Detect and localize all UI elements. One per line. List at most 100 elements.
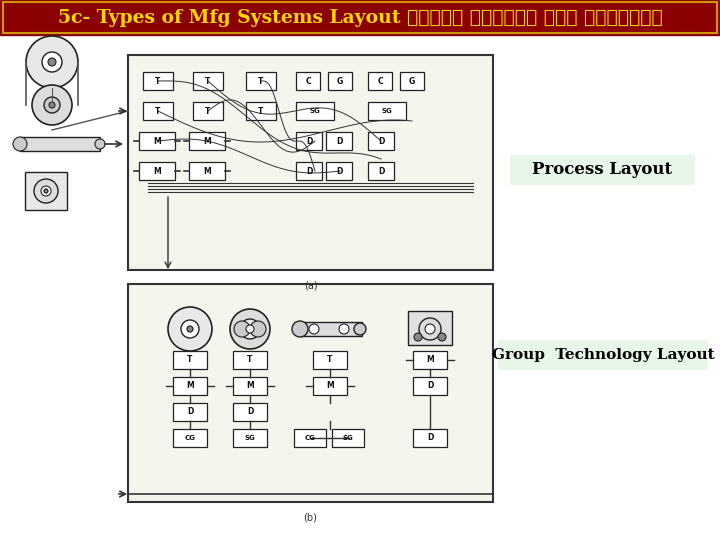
Bar [296,162,322,180]
Text: M: M [246,381,254,390]
Bar [368,72,392,90]
Bar [233,403,267,421]
Text: D: D [247,408,253,416]
Bar [313,377,347,395]
Text: G: G [337,77,343,85]
Bar [300,322,362,336]
Text: T: T [258,106,264,116]
Bar [413,429,447,447]
Bar [143,102,173,120]
Text: G: G [409,77,415,85]
Circle shape [438,333,446,341]
Circle shape [240,319,260,339]
Text: D: D [306,137,312,145]
Bar [332,429,364,447]
Text: D: D [427,381,433,390]
Text: Process Layout: Process Layout [532,161,672,179]
Bar [173,377,207,395]
Bar [233,351,267,369]
Circle shape [187,326,193,332]
Bar [139,132,175,150]
Bar [189,132,225,150]
Circle shape [95,139,105,149]
Text: SG: SG [343,435,354,441]
Bar [246,102,276,120]
Bar [233,377,267,395]
Bar [173,403,207,421]
Text: (b): (b) [304,512,318,522]
Bar [413,351,447,369]
Circle shape [425,324,435,334]
Text: M: M [153,137,161,145]
Text: D: D [186,408,193,416]
Circle shape [34,179,58,203]
Circle shape [41,186,51,196]
Bar [139,162,175,180]
Text: T: T [156,106,161,116]
Text: D: D [378,166,384,176]
Text: D: D [427,434,433,442]
Text: T: T [205,106,211,116]
Bar [413,377,447,395]
Text: D: D [306,166,312,176]
Circle shape [42,52,62,72]
Circle shape [181,320,199,338]
Circle shape [309,324,319,334]
Text: 5c- Types of Mfg Systems Layout أنواع مخططات نظم التصنيع: 5c- Types of Mfg Systems Layout أنواع مخ… [58,9,662,27]
Bar [189,162,225,180]
Circle shape [292,321,308,337]
Circle shape [230,309,270,349]
Text: T: T [328,355,333,364]
Circle shape [419,318,441,340]
Bar [400,72,424,90]
Bar [368,162,394,180]
Bar [296,102,334,120]
Circle shape [414,333,422,341]
Bar [25,172,67,210]
Text: M: M [153,166,161,176]
Text: T: T [205,77,211,85]
Text: M: M [186,381,194,390]
Text: T: T [187,355,193,364]
Text: M: M [203,137,211,145]
Text: CG: CG [305,435,315,441]
Text: SG: SG [245,435,256,441]
Bar [326,162,352,180]
Bar [246,72,276,90]
Bar [143,72,173,90]
Circle shape [250,321,266,337]
Bar [296,72,320,90]
Bar [128,55,493,270]
Bar [0,0,720,35]
Circle shape [44,97,60,113]
Bar [296,132,322,150]
Bar [173,429,207,447]
Text: CG: CG [184,435,195,441]
Circle shape [13,137,27,151]
Text: T: T [258,77,264,85]
Bar [408,311,452,345]
Text: M: M [326,381,334,390]
Circle shape [44,189,48,193]
Circle shape [246,325,254,333]
Circle shape [49,102,55,108]
Bar [510,155,695,185]
Bar [20,137,100,151]
Bar [128,284,493,502]
Bar [498,340,708,370]
Text: M: M [203,166,211,176]
Circle shape [32,85,72,125]
Text: SG: SG [382,108,392,114]
Bar [368,132,394,150]
Circle shape [48,58,56,66]
Text: C: C [377,77,383,85]
Bar [368,102,406,120]
Bar [326,132,352,150]
Text: Group  Technology Layout: Group Technology Layout [492,348,714,362]
Circle shape [339,324,349,334]
Circle shape [26,36,78,88]
Text: D: D [336,166,342,176]
Text: M: M [426,355,434,364]
Text: T: T [156,77,161,85]
Text: D: D [336,137,342,145]
